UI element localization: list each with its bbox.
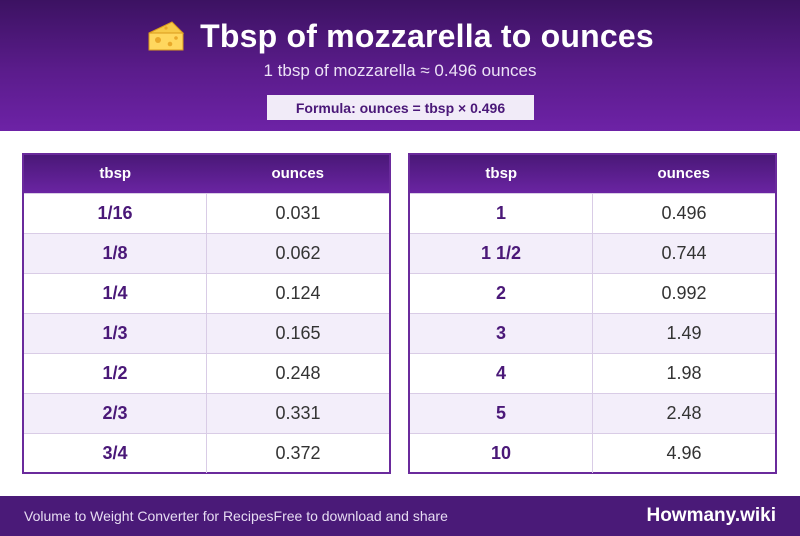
table-row: 1/2 0.248 (24, 352, 389, 393)
table-row: 4 1.98 (410, 352, 775, 393)
table-row: 2/3 0.331 (24, 392, 389, 433)
tbsp-value: 1/2 (24, 352, 207, 393)
table-row: 1/4 0.124 (24, 272, 389, 313)
ounces-value: 1.98 (592, 352, 775, 393)
table-row: 1/8 0.062 (24, 232, 389, 273)
table-row: 3/4 0.372 (24, 432, 389, 473)
table-row: 3 1.49 (410, 312, 775, 353)
ounces-value: 0.744 (592, 232, 775, 273)
tbsp-value: 1 1/2 (410, 232, 593, 273)
tbsp-value: 2/3 (24, 392, 207, 433)
footer-bar: Volume to Weight Converter for Recipes Fr… (0, 496, 800, 536)
conversion-table-right: tbsp ounces 1 0.496 1 1/2 0.744 2 0.992 … (408, 153, 777, 474)
ounces-value: 0.992 (592, 272, 775, 313)
table-row: 5 2.48 (410, 392, 775, 433)
table-row: 1 1/2 0.744 (410, 232, 775, 273)
ounces-value: 0.124 (206, 272, 389, 313)
cheese-icon (148, 21, 185, 51)
tbsp-value: 3/4 (24, 432, 207, 473)
ounces-value: 0.031 (206, 192, 389, 233)
column-header-ounces: ounces (592, 155, 775, 193)
title-row: Tbsp of mozzarella to ounces (0, 14, 800, 58)
tbsp-value: 5 (410, 392, 593, 433)
ounces-value: 0.062 (206, 232, 389, 273)
tbsp-value: 1/8 (24, 232, 207, 273)
ounces-value: 0.165 (206, 312, 389, 353)
ounces-value: 4.96 (592, 432, 775, 473)
table-row: 10 4.96 (410, 432, 775, 473)
table-row: 1/3 0.165 (24, 312, 389, 353)
table-row: 1/16 0.031 (24, 192, 389, 233)
footer-tagline: Volume to Weight Converter for Recipes (24, 508, 274, 524)
table-row: 1 0.496 (410, 192, 775, 233)
column-header-tbsp: tbsp (410, 155, 593, 193)
tbsp-value: 2 (410, 272, 593, 313)
table-row: 2 0.992 (410, 272, 775, 313)
ounces-value: 0.372 (206, 432, 389, 473)
tbsp-value: 1/3 (24, 312, 207, 353)
conversion-summary: 1 tbsp of mozzarella ≈ 0.496 ounces (263, 61, 537, 80)
header-banner: Tbsp of mozzarella to ounces 1 tbsp of m… (0, 0, 800, 131)
formula-badge: Formula: ounces = tbsp × 0.496 (267, 95, 534, 120)
ounces-value: 0.496 (592, 192, 775, 233)
tbsp-value: 3 (410, 312, 593, 353)
brand-logo-text[interactable]: Howmany.wiki (646, 505, 776, 526)
ounces-value: 2.48 (592, 392, 775, 433)
conversion-table-left: tbsp ounces 1/16 0.031 1/8 0.062 1/4 0.1… (22, 153, 391, 474)
tbsp-value: 1/4 (24, 272, 207, 313)
ounces-value: 0.248 (206, 352, 389, 393)
tbsp-value: 10 (410, 432, 593, 473)
tbsp-value: 1 (410, 192, 593, 233)
tbsp-value: 1/16 (24, 192, 207, 233)
tbsp-value: 4 (410, 352, 593, 393)
ounces-value: 0.331 (206, 392, 389, 433)
page-title: Tbsp of mozzarella to ounces (200, 17, 654, 54)
footer-share-note: Free to download and share (273, 508, 448, 524)
column-header-ounces: ounces (206, 155, 389, 193)
ounces-value: 1.49 (592, 312, 775, 353)
column-header-tbsp: tbsp (24, 155, 207, 193)
